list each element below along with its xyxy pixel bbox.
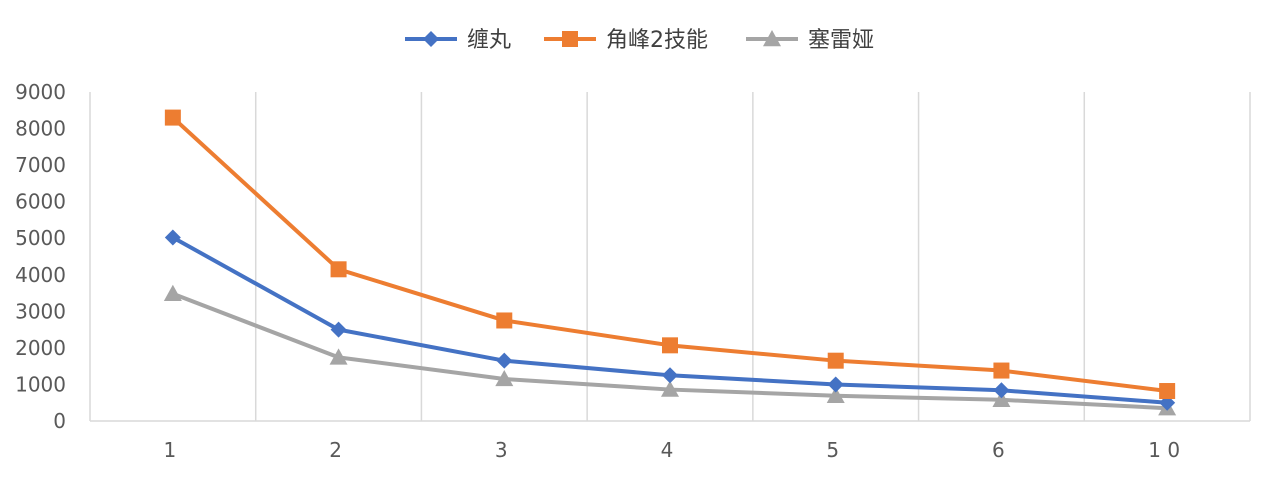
- chart-axes: 0 1000 2000 3000 4000 5000 6000 7000 8000 9000 1 2 3…: [15, 80, 1250, 462]
- legend-marker: [763, 30, 781, 47]
- data-point-marker: [662, 367, 678, 384]
- data-point-marker: [164, 109, 181, 126]
- data-point-marker: [993, 382, 1010, 399]
- x-tick-label: 1: [163, 438, 176, 462]
- legend-marker: [562, 31, 578, 47]
- y-tick-label: 4000: [15, 263, 66, 287]
- data-point-marker: [993, 362, 1010, 379]
- legend-item: 角峰2技能: [544, 28, 708, 53]
- x-tick-label: 3: [495, 438, 508, 462]
- chart-series: [163, 109, 1177, 416]
- data-point-marker: [992, 390, 1011, 407]
- y-tick-label: 0: [53, 409, 66, 433]
- data-point-marker: [330, 261, 347, 278]
- y-tick-label: 2000: [15, 336, 66, 360]
- legend-label: 角峰2技能: [606, 28, 708, 53]
- data-point-marker: [164, 229, 181, 246]
- data-point-marker: [496, 312, 513, 329]
- series-square-group: [164, 109, 1176, 400]
- y-tick-label: 8000: [15, 117, 66, 141]
- data-point-marker: [163, 284, 182, 301]
- legend-marker: [423, 31, 439, 47]
- data-point-marker: [329, 348, 348, 365]
- data-point-marker: [826, 386, 845, 403]
- chart-legend: 缠丸 角峰2技能 塞雷娅: [405, 28, 874, 53]
- data-point-marker: [661, 380, 679, 397]
- data-point-marker: [496, 352, 513, 369]
- series-triangle-group: [163, 284, 1177, 416]
- x-tick-label: 6: [992, 438, 1005, 462]
- data-point-marker: [662, 337, 678, 354]
- x-tick-label: 1 0: [1148, 438, 1180, 462]
- y-tick-label: 1000: [15, 372, 66, 396]
- data-point-marker: [827, 376, 844, 393]
- x-tick-label: 5: [826, 438, 839, 462]
- x-tick-label: 4: [661, 438, 674, 462]
- data-point-marker: [827, 352, 844, 369]
- y-tick-label: 5000: [15, 226, 66, 250]
- data-point-marker: [1159, 383, 1176, 400]
- legend-label: 塞雷娅: [808, 28, 874, 53]
- legend-item: 塞雷娅: [746, 28, 874, 53]
- y-tick-label: 9000: [15, 80, 66, 104]
- data-point-marker: [495, 369, 514, 387]
- y-tick-label: 7000: [15, 153, 66, 177]
- data-point-marker: [330, 321, 347, 338]
- y-tick-label: 3000: [15, 299, 66, 323]
- legend-item: 缠丸: [405, 28, 511, 53]
- x-tick-label: 2: [329, 438, 342, 462]
- y-tick-label: 6000: [15, 190, 66, 214]
- legend-label: 缠丸: [467, 28, 511, 53]
